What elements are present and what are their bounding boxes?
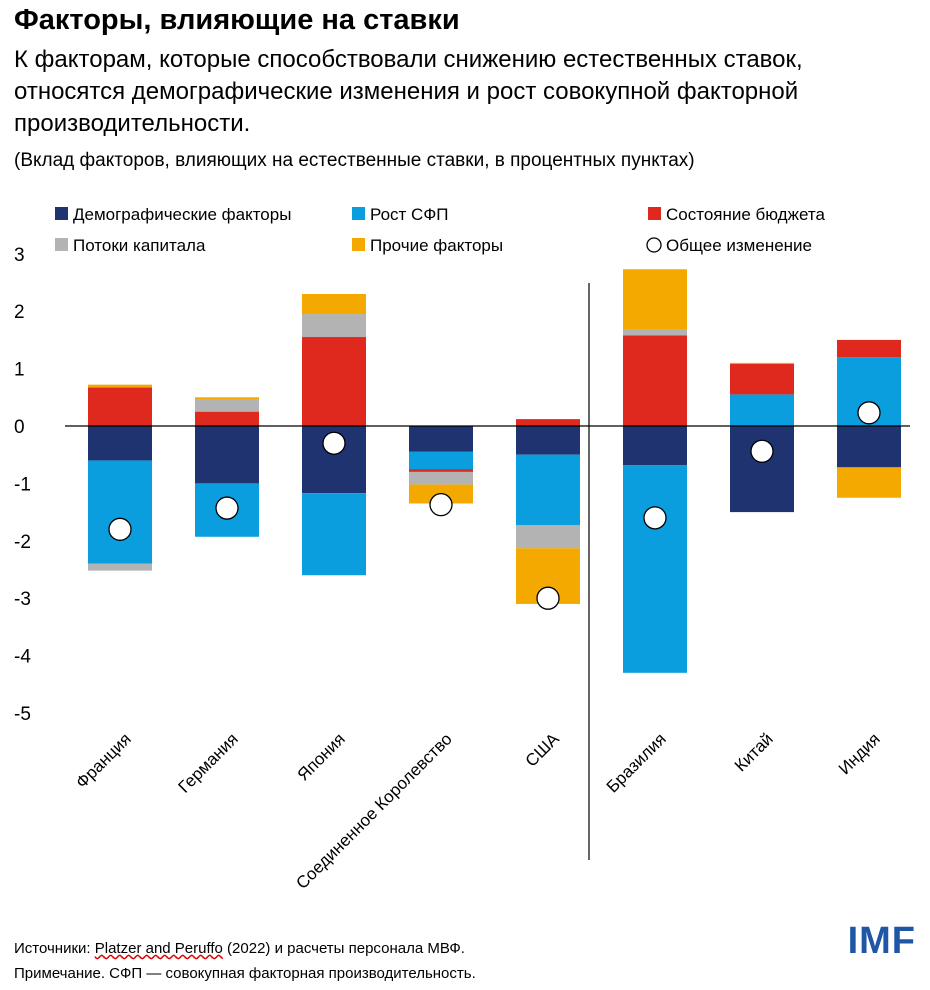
bar-segment	[409, 469, 473, 472]
bar-segment	[88, 460, 152, 564]
chart-subtitle: К факторам, которые способствовали сниже…	[14, 46, 803, 137]
x-tick-label: США	[522, 729, 564, 771]
bar-segment	[88, 387, 152, 426]
bar-segment	[195, 411, 259, 426]
footnote: Примечание. СФП — совокупная факторная п…	[14, 965, 476, 982]
legend-swatch	[648, 207, 661, 220]
bar-segment	[409, 451, 473, 470]
bar-segment	[195, 426, 259, 484]
bar-segment	[516, 454, 580, 526]
y-tick-label: 0	[14, 417, 25, 438]
sources-link: Platzer and Peruffo	[94, 940, 223, 957]
total-marker	[643, 506, 667, 530]
legend-label: Потоки капитала	[73, 236, 206, 255]
legend-swatch	[352, 238, 365, 251]
y-tick-label: -5	[14, 704, 31, 725]
legend-swatch	[352, 207, 365, 220]
total-marker	[215, 496, 239, 520]
bar-segment	[730, 394, 794, 426]
bar-segment	[195, 397, 259, 400]
x-tick-label: Бразилия	[603, 729, 670, 796]
bar-segment	[195, 399, 259, 412]
y-tick-label: -2	[14, 532, 31, 553]
y-tick-label: 1	[14, 360, 25, 381]
sources-prefix: Источники:	[14, 940, 95, 957]
bar-segment	[730, 362, 794, 365]
y-tick-label: 3	[14, 245, 25, 266]
x-tick-label: Китай	[731, 729, 777, 775]
legend-label: Состояние бюджета	[666, 205, 825, 224]
legend-label: Демографические факторы	[73, 205, 291, 224]
total-marker	[429, 492, 453, 517]
bar-segment	[623, 329, 687, 336]
sources-suffix: (2022) и расчеты персонала МВФ.	[222, 940, 465, 957]
bar-segment	[88, 563, 152, 571]
bar-segment	[623, 465, 687, 673]
bar-segment	[623, 335, 687, 426]
legend-swatch	[55, 207, 68, 220]
y-tick-label: -4	[14, 647, 31, 668]
bar-segment	[516, 419, 580, 426]
x-tick-label: Япония	[294, 729, 349, 784]
total-marker	[536, 586, 560, 610]
total-marker	[322, 431, 346, 455]
bar-segment	[623, 269, 687, 330]
bar-segment	[837, 467, 901, 498]
bar-segment	[516, 426, 580, 455]
y-tick-label: 2	[14, 302, 25, 323]
chart-units-note: (Вклад факторов, влияющих на естественны…	[14, 150, 695, 171]
legend-total-marker	[646, 237, 662, 253]
y-tick-label: -3	[14, 589, 31, 610]
bar-segment	[409, 471, 473, 485]
y-tick-label: -1	[14, 474, 31, 495]
legend-swatch	[55, 238, 68, 251]
bar-segment	[302, 493, 366, 576]
x-tick-label: Франция	[72, 729, 135, 792]
total-marker	[108, 517, 132, 541]
bar-segment	[302, 293, 366, 315]
bar-segment	[623, 426, 687, 466]
x-tick-label: Германия	[174, 729, 241, 796]
bar-segment	[730, 426, 794, 513]
bar-segment	[302, 337, 366, 426]
legend-label: Общее изменение	[666, 236, 812, 255]
sources-note: Источники: Platzer and Peruffo (2022) и …	[14, 940, 465, 957]
chart-title: Факторы, влияющие на ставки	[14, 4, 460, 36]
total-marker	[857, 401, 881, 425]
bar-segment	[88, 426, 152, 461]
total-marker	[750, 439, 774, 463]
bar-segment	[409, 426, 473, 452]
bar-segment	[730, 364, 794, 395]
bar-segment	[516, 525, 580, 549]
bar-segment	[302, 314, 366, 338]
bar-segment	[88, 384, 152, 388]
bar-segment	[837, 426, 901, 468]
imf-logo: IMF	[847, 920, 916, 962]
legend-label: Прочие факторы	[370, 236, 503, 255]
legend-label: Рост СФП	[370, 205, 448, 224]
x-tick-label: Индия	[835, 729, 884, 778]
bar-segment	[837, 339, 901, 358]
